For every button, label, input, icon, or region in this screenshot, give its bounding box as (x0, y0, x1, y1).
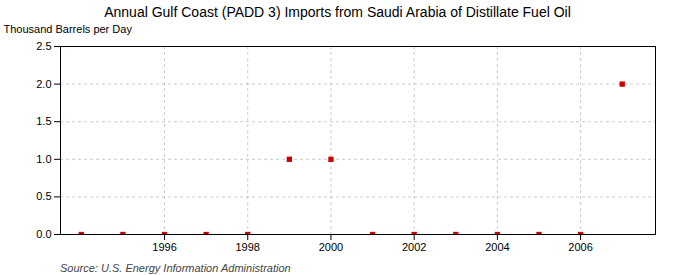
svg-text:2006: 2006 (568, 241, 592, 253)
html-text:Source: U.S. Energy Informatio: Source: U.S. Energy Information Administ… (60, 262, 291, 274)
svg-text:0.0: 0.0 (36, 228, 51, 240)
svg-text:2004: 2004 (485, 241, 509, 253)
svg-text:2.0: 2.0 (36, 78, 51, 90)
svg-text:2.5: 2.5 (36, 40, 51, 52)
html-text:Annual Gulf Coast (PADD 3) Imp: Annual Gulf Coast (PADD 3) Imports from … (104, 4, 571, 20)
svg-text:1.5: 1.5 (36, 115, 51, 127)
svg-text:2000: 2000 (319, 241, 343, 253)
svg-text:Thousand Barrels per Day: Thousand Barrels per Day (4, 23, 133, 35)
svg-text:1998: 1998 (235, 241, 259, 253)
svg-text:2002: 2002 (402, 241, 426, 253)
svg-text:1996: 1996 (152, 241, 176, 253)
svg-text:0.5: 0.5 (36, 190, 51, 202)
svg-text:1.0: 1.0 (36, 153, 51, 165)
